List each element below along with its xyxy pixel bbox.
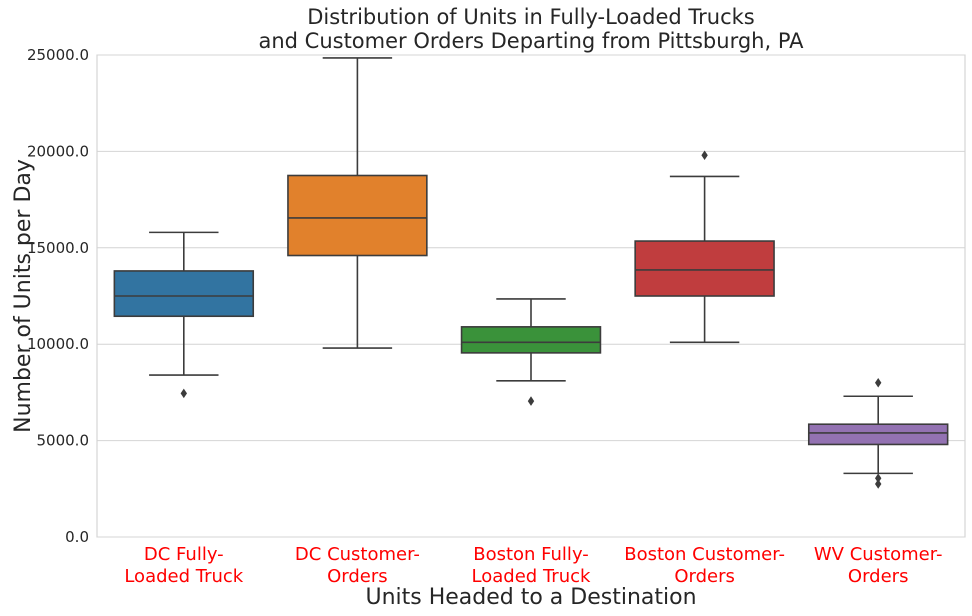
x-tick-label: Orders: [674, 566, 735, 587]
outlier-point: [875, 377, 882, 388]
y-tick-label: 5000.0: [37, 432, 90, 450]
x-tick-label: Boston Customer-: [624, 544, 785, 565]
y-tick-label: 15000.0: [27, 239, 89, 257]
chart-title-line-1: Distribution of Units in Fully-Loaded Tr…: [307, 5, 754, 29]
chart-title-line-2: and Customer Orders Departing from Pitts…: [258, 29, 804, 53]
box: [287, 174, 428, 257]
outlier-point: [527, 396, 535, 406]
x-tick-label: Loaded Truck: [472, 566, 591, 587]
y-tick-label: 0.0: [65, 528, 89, 546]
box: [634, 240, 775, 297]
box-group: [634, 150, 775, 344]
outlier-point: [875, 479, 882, 489]
box: [113, 270, 255, 318]
box: [460, 326, 602, 354]
x-tick-label: Orders: [327, 566, 388, 587]
box-group: [113, 231, 255, 399]
box-group: [287, 57, 428, 349]
box-group: [460, 298, 602, 406]
y-axis-ticks: 0.0 5000.0 10000.0 15000.0 20000.0 25000.0: [27, 46, 89, 546]
y-tick-label: 25000.0: [27, 46, 89, 64]
y-tick-label: 10000.0: [27, 335, 89, 353]
y-tick-label: 20000.0: [27, 142, 89, 160]
x-tick-label: Orders: [848, 566, 909, 587]
x-axis-label: Units Headed to a Destination: [365, 585, 696, 610]
x-tick-label: WV Customer-: [814, 544, 943, 565]
x-tick-label: DC Customer-: [295, 544, 420, 565]
box: [807, 423, 949, 446]
outlier-point: [180, 388, 187, 399]
x-tick-label: Loaded Truck: [124, 566, 243, 587]
outlier-point: [875, 473, 882, 483]
y-axis-label: Number of Units per Day: [11, 159, 36, 433]
x-tick-label: DC Fully-: [144, 544, 224, 565]
box-group: [807, 377, 949, 489]
outlier-point: [701, 150, 708, 161]
plot-area: [113, 57, 949, 489]
x-tick-label: Boston Fully-: [473, 544, 589, 565]
